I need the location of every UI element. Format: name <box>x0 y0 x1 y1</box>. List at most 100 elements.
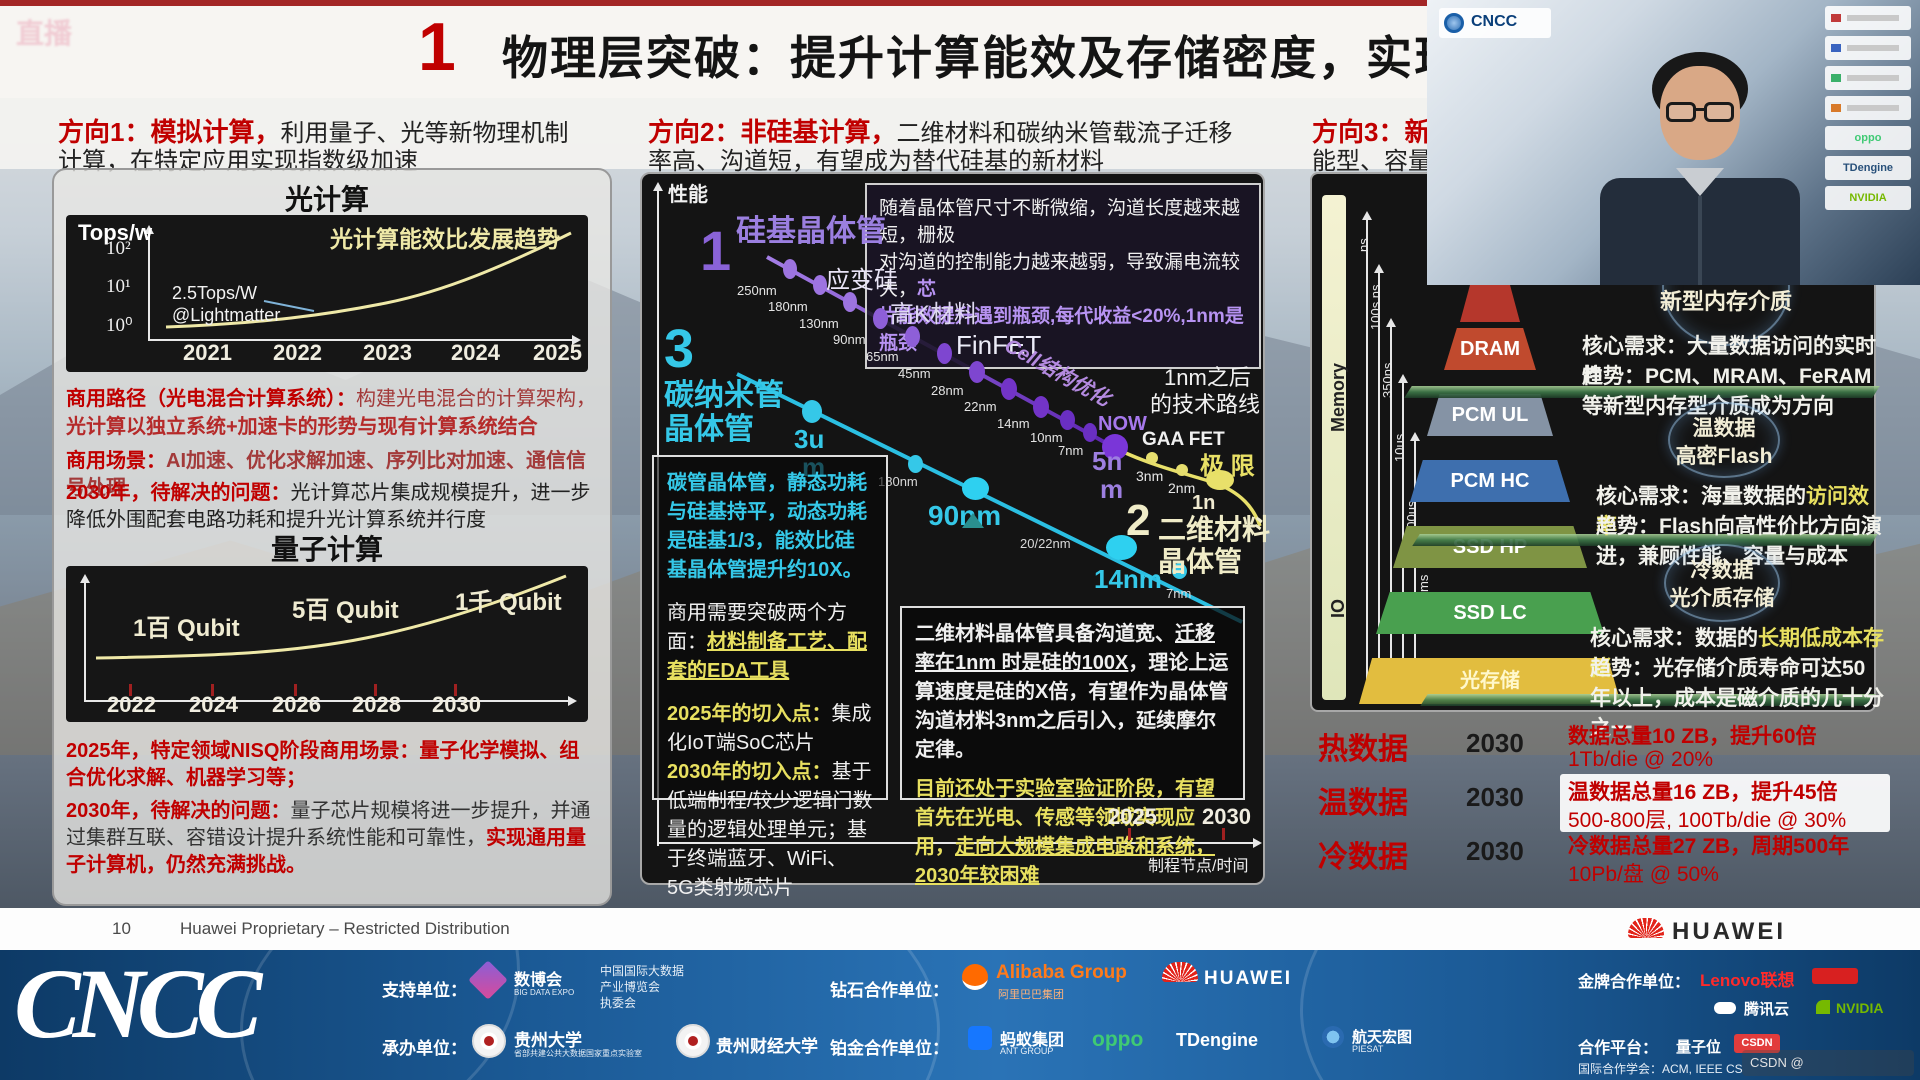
quantum-title: 量子计算 <box>270 534 383 565</box>
data-point <box>1146 452 1158 464</box>
warm-data-label: 温数据 <box>1692 417 1756 440</box>
gold-label: 金牌合作单位： <box>1578 974 1691 991</box>
wall-oppo: oppo <box>1825 126 1911 150</box>
p2-lead: 商用场景： <box>66 450 166 472</box>
roadmap-x-axis <box>657 838 1262 848</box>
p1-lead: 商用路径（光电混合计算系统）： <box>66 388 356 410</box>
row-cold-l1: 冷数据总量27 ZB，周期500年 <box>1568 835 1850 858</box>
wall-card <box>1825 6 1911 30</box>
cnt-series-label2: 晶体管 <box>664 413 754 446</box>
cold-need-a: 核心需求：数据的 <box>1590 627 1758 650</box>
twod-text-1b: 迁移率在1nm 时是硅的100X <box>915 623 1215 674</box>
twod-text-2a: 目前还处于实验室验证阶段，有望首先在光电、传感等领域实现应用， <box>915 778 1215 858</box>
twod-text-1a: 二维材料晶体管具备沟道宽、 <box>915 623 1175 645</box>
twod-label1: 二维材料 <box>1158 514 1271 545</box>
optical-x-axis <box>148 335 581 345</box>
expo-org1: 中国国际大数据 <box>600 964 685 978</box>
roadmap-xlabel: 制程节点/时间 <box>1148 858 1249 875</box>
lenovo-logo: Lenovo联想 <box>1700 971 1795 990</box>
cncc-logo: CNCC <box>14 950 262 1059</box>
sponsor-bar: CNCC 支持单位： 数博会 BIG DATA EXPO 中国国际大数据 产业博… <box>0 950 1920 1080</box>
stream-watermark: 直播 <box>16 18 73 49</box>
route-label-1: 1nm之后 <box>1164 365 1251 390</box>
wall-tdengine: TDengine <box>1825 156 1911 180</box>
latency-label: 10us <box>1392 433 1407 462</box>
data-point <box>1001 378 1017 400</box>
silicon-rank: 1 <box>700 219 732 282</box>
optical-ylabel: Tops/w <box>78 220 153 245</box>
twod-text-2b: 走向大规模集成电路和系统，2030年较困难 <box>915 836 1215 887</box>
top-red-strip <box>0 0 1920 6</box>
roadmap-tickmark <box>1128 828 1131 840</box>
cnt-text-3a: 2025年的切入点： <box>667 703 832 725</box>
point-label: 250nm <box>737 283 777 298</box>
hot-data-need: 核心需求：大量数据访问的实时性 <box>1582 335 1876 388</box>
roadmap-tickmark <box>1222 828 1225 840</box>
quantum-tickmark <box>454 684 457 696</box>
p3-rest: 光计算芯片集成规模提升，进一步降低外围配套电路功耗和提升光计算系统并行度 <box>66 482 591 531</box>
route-label-2: 的技术路线 <box>1150 392 1261 417</box>
label-2nm: 2nm <box>1168 480 1196 496</box>
optical-title: 光计算 <box>284 184 369 215</box>
point-label: 180nm <box>768 299 808 314</box>
pyramid-layer: PCM UL <box>1427 394 1553 436</box>
uni2-name: 贵州财经大学 <box>716 1037 818 1056</box>
warm-need-b: 访问效率 <box>1596 485 1869 538</box>
uni1-sub: 省部共建公共大数据国家重点实验室 <box>514 1049 642 1058</box>
cnt-text-3b: 集成化IoT端SoC芯片 <box>667 703 872 754</box>
quantum-tickmark <box>129 684 132 696</box>
cnt-text-2b: 材料制备工艺、配套的EDA工具 <box>667 631 867 682</box>
col1-header-lead: 方向1：模拟计算， <box>58 117 281 147</box>
glasses-right-lens <box>1704 102 1734 122</box>
pyramid-layer: DRAM <box>1444 328 1536 370</box>
wall-mark <box>1847 15 1899 21</box>
pyramid-layer: PCM HC <box>1410 460 1570 502</box>
huawei-flower-icon <box>1628 918 1664 938</box>
row-warm-year: 2030 <box>1466 782 1524 812</box>
corner-watermark: CSDN @ <box>1742 1050 1914 1076</box>
latency-arrow-line <box>1362 211 1372 700</box>
piesat-cn: 航天宏图 <box>1352 1029 1413 1046</box>
cold-need-b: 长期低成本存储 <box>1590 627 1884 680</box>
cnt-text-2a: 商用需要突破两个方面： <box>667 602 847 653</box>
point-label: GAA FET <box>1142 429 1225 450</box>
point-label: 10nm <box>1030 430 1063 445</box>
point-label: 3u <box>794 424 825 454</box>
glasses-bridge <box>1695 108 1705 111</box>
cold-data-trend: 趋势：光存储介质寿命可达50年以上，成本是磁介质的几十分之一 <box>1590 657 1884 740</box>
wave-decor <box>1300 950 1920 1080</box>
optical-chart <box>66 215 588 372</box>
latency-axis-bar <box>1322 195 1346 700</box>
row-cold-l2: 10Pb/盘 @ 50% <box>1568 863 1719 886</box>
point-label: NOW <box>1098 413 1147 435</box>
col2-header-rest: 二维材料和碳纳米管载流子迁移 <box>896 120 1233 147</box>
platform-label: 合作平台： <box>1578 1040 1659 1057</box>
wall-card <box>1825 36 1911 60</box>
wall-card <box>1825 96 1911 120</box>
nvidia-icon <box>1816 1000 1830 1014</box>
data-point <box>783 259 797 279</box>
support-label: 支持单位： <box>382 981 467 1000</box>
quantum-curve <box>95 574 567 660</box>
cnt-series-label1: 碳纳米管 <box>664 379 784 412</box>
expo-name: 数博会 <box>514 972 563 989</box>
quantum-tickmark <box>211 684 214 696</box>
row-hot-l2: 1Tb/die @ 20% <box>1568 748 1714 771</box>
wall-mark <box>1831 104 1841 112</box>
qubit-label: 5百 Qubit <box>292 597 399 624</box>
tencent-cloud-icon <box>1714 1002 1736 1014</box>
point-label: 高K材料 <box>890 301 979 328</box>
speaker-face <box>1660 66 1740 160</box>
quantum-x-axis <box>84 696 577 706</box>
expo-en: BIG DATA EXPO <box>514 988 575 997</box>
warm-data-medium: 高密Flash <box>1675 445 1773 468</box>
latency-label: ns <box>1356 238 1371 252</box>
col1-header: 方向1：模拟计算，利用量子、光等新物理机制 <box>58 112 568 149</box>
data-point <box>1102 434 1128 460</box>
organizer-label: 承办单位： <box>382 1039 467 1058</box>
row-warm-highlight <box>1560 774 1890 832</box>
video-cncc-chip: CNCC <box>1439 8 1551 38</box>
wall-mark <box>1847 45 1899 51</box>
p5-lead: 2030年，待解决的问题： <box>66 800 291 822</box>
optical-curve <box>165 231 572 329</box>
